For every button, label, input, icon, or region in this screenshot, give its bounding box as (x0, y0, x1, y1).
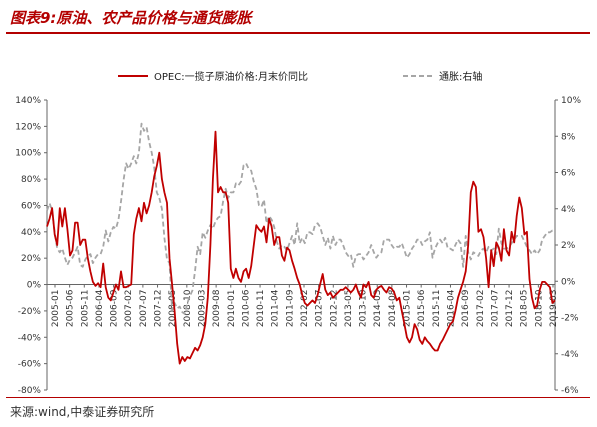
x-tick-label: 2012-07 (315, 290, 325, 328)
x-tick-label: 2015-11 (432, 290, 442, 328)
x-tick-label: 2019-03 (549, 290, 559, 328)
x-tick-label: 2018-10 (534, 289, 544, 327)
x-tick-label: 2010-11 (256, 290, 266, 328)
x-tick-label: 2005-11 (80, 290, 90, 328)
figure-title-bar: 图表9:原油、农产品价格与通货膨胀 (6, 4, 590, 34)
x-tick-label: 2015-06 (417, 289, 427, 327)
right-tick-label: -6% (561, 386, 579, 396)
x-tick-label: 2007-02 (124, 290, 134, 328)
x-tick-label: 2005-01 (51, 290, 61, 328)
left-axis: -80% -60% -40% -20% 0% 20% 40% 60% 80% 100% 120% 14… (15, 96, 47, 396)
left-tick-label: -40% (18, 333, 42, 343)
legend-label: OPEC:一揽子原油价格:月末价同比 (154, 70, 308, 83)
left-tick-label: 140% (15, 96, 41, 106)
right-tick-label: 0% (561, 277, 576, 287)
x-tick-label: 2005-06 (66, 289, 76, 327)
left-tick-label: 80% (21, 175, 41, 185)
x-tick-label: 2006-09 (110, 289, 120, 327)
opec-price-series-line (46, 130, 556, 365)
left-tick-label: 20% (21, 254, 41, 264)
x-tick-label: 2012-12 (329, 290, 339, 328)
source-note: 来源:wind,中泰证券研究所 (10, 405, 155, 419)
legend: OPEC:一揽子原油价格:月末价同比 通胀:右轴 (118, 70, 482, 83)
x-tick-label: 2014-08 (388, 289, 398, 327)
figure-title: 图表9:原油、农产品价格与通货膨胀 (10, 9, 252, 27)
series-layer (46, 122, 556, 365)
x-tick-label: 2017-07 (490, 290, 500, 328)
right-tick-label: 6% (561, 169, 576, 179)
x-tick-label: 2007-12 (154, 290, 164, 328)
plot-frame (46, 100, 556, 390)
inflation-series-line (46, 122, 555, 315)
left-tick-label: 60% (21, 201, 41, 211)
x-tick-label: 2011-09 (285, 289, 295, 327)
left-tick-label: 120% (15, 122, 41, 132)
left-tick-label: 100% (15, 149, 41, 159)
x-tick-label: 2017-02 (476, 290, 486, 328)
x-axis: 2005-01 2005-06 2005-11 2006-04 2006-09 2007-… (51, 284, 559, 328)
right-tick-label: 8% (561, 132, 576, 142)
figure-footer: 来源:wind,中泰证券研究所 (6, 397, 590, 419)
x-tick-label: 2017-12 (505, 290, 515, 328)
right-axis: -6% -4% -2% 0% 2% 4% 6% 8% 10% (555, 96, 581, 396)
left-tick-label: 0% (27, 281, 42, 291)
right-tick-label: 2% (561, 241, 576, 251)
x-tick-label: 2014-03 (373, 290, 383, 328)
x-tick-label: 2008-10 (183, 289, 193, 327)
x-tick-label: 2010-01 (227, 290, 237, 328)
x-tick-label: 2011-04 (271, 289, 281, 327)
x-tick-label: 2013-05 (344, 290, 354, 328)
x-tick-label: 2010-06 (241, 289, 251, 327)
right-tick-label: 10% (561, 96, 581, 106)
legend-label: 通胀:右轴 (439, 70, 482, 83)
x-tick-label: 2016-09 (461, 289, 471, 327)
x-tick-label: 2009-08 (212, 289, 222, 327)
left-tick-label: -60% (18, 360, 42, 370)
left-tick-label: 40% (21, 228, 41, 238)
x-tick-label: 2015-01 (403, 290, 413, 328)
x-tick-label: 2016-04 (446, 289, 456, 327)
right-tick-label: -2% (561, 314, 579, 324)
x-tick-label: 2013-10 (359, 289, 369, 327)
left-tick-label: -80% (18, 386, 42, 396)
x-tick-label: 2007-07 (139, 290, 149, 328)
x-tick-label: 2009-03 (197, 290, 207, 328)
right-tick-label: -4% (561, 350, 579, 360)
x-tick-label: 2012-02 (300, 290, 310, 328)
x-tick-label: 2018-05 (520, 290, 530, 328)
left-tick-label: -20% (18, 307, 42, 317)
right-tick-label: 4% (561, 205, 576, 215)
x-tick-label: 2006-04 (95, 289, 105, 327)
